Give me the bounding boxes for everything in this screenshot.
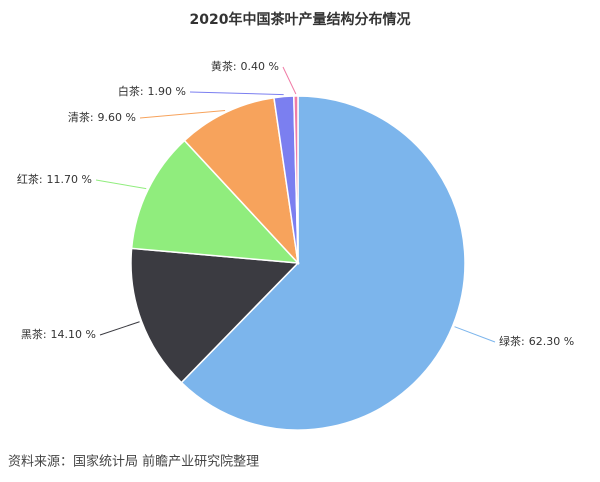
- pie-slice: [130, 139, 300, 264]
- pie-slice: [130, 247, 300, 384]
- data-label: 白茶: 1.90 %: [118, 84, 186, 98]
- leader-line: [95, 179, 147, 190]
- data-label: 黑茶: 14.10 %: [21, 328, 96, 341]
- value-label: 1.90 %: [148, 85, 186, 98]
- leader-line: [99, 321, 140, 336]
- category-label: 黄茶:: [211, 59, 237, 73]
- value-label: 14.10 %: [51, 328, 96, 341]
- leader-line: [282, 66, 297, 95]
- category-label: 红茶:: [17, 173, 43, 186]
- category-label: 绿茶:: [499, 334, 525, 348]
- data-label: 绿茶: 62.30 %: [499, 334, 574, 348]
- data-label: 清茶: 9.60 %: [68, 111, 136, 124]
- category-label: 清茶:: [68, 111, 94, 124]
- value-label: 11.70 %: [47, 173, 92, 186]
- leader-line: [139, 110, 226, 119]
- value-label: 62.30 %: [529, 335, 574, 348]
- chart-title: 2020年中国茶叶产量结构分布情况: [190, 11, 411, 28]
- value-label: 0.40 %: [241, 60, 279, 73]
- category-label: 白茶:: [118, 84, 144, 98]
- data-label: 黄茶: 0.40 %: [211, 59, 279, 73]
- category-label: 黑茶:: [21, 328, 47, 341]
- pie-slice: [293, 95, 299, 264]
- data-label: 红茶: 11.70 %: [17, 173, 92, 186]
- leader-line: [454, 326, 496, 343]
- pie-slice: [183, 96, 300, 266]
- value-label: 9.60 %: [98, 111, 136, 124]
- source-note: 资料来源：国家统计局 前瞻产业研究院整理: [8, 454, 259, 470]
- pie-slice: [180, 95, 466, 431]
- leader-line: [189, 91, 284, 96]
